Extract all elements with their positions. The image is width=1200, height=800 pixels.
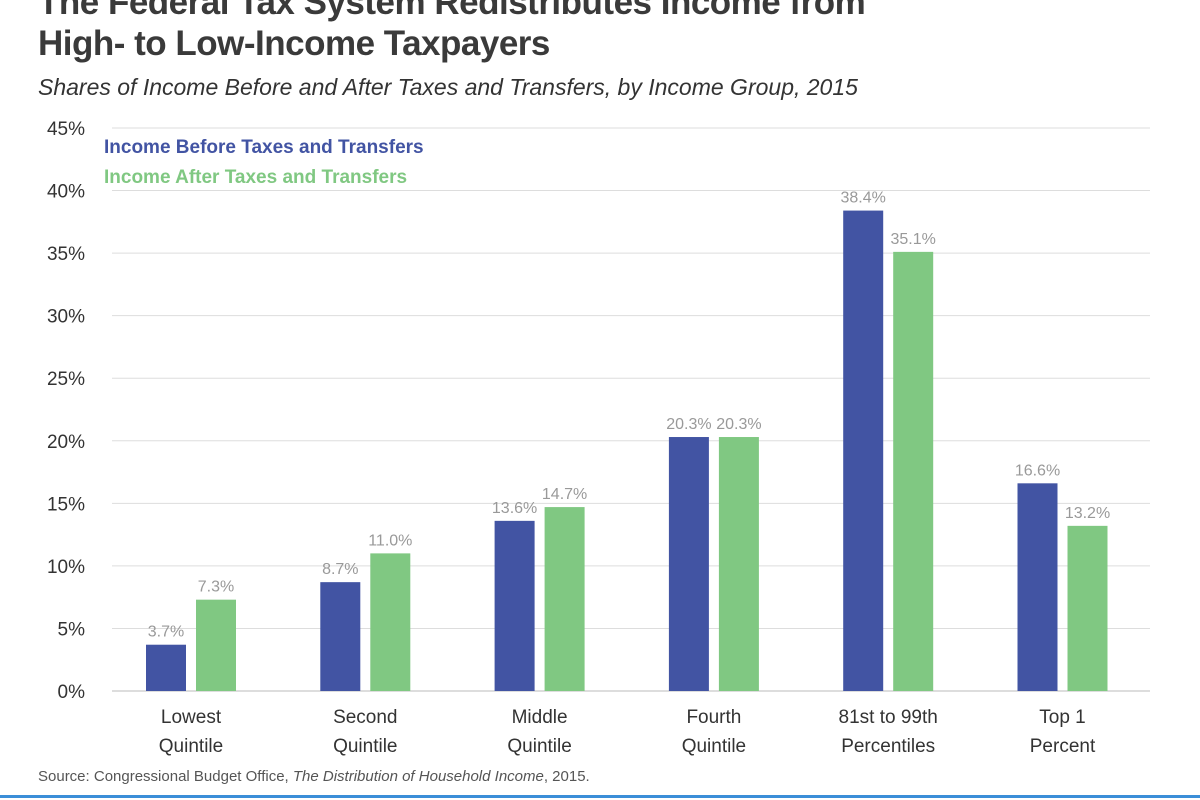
source-note: Source: Congressional Budget Office, The… [38, 768, 590, 785]
category-label: Second [333, 707, 397, 728]
y-tick-label: 35% [47, 244, 85, 265]
y-tick-label: 20% [47, 432, 85, 453]
title-line-1: The Federal Tax System Redistributes Inc… [38, 0, 866, 22]
bar [893, 251, 934, 692]
category-label: Quintile [159, 736, 223, 757]
source-suffix: , 2015. [543, 768, 590, 785]
title-line-2: High- to Low-Income Taxpayers [38, 24, 550, 63]
data-label: 3.7% [148, 624, 184, 641]
category-label: Percent [1030, 736, 1096, 757]
bar [843, 210, 884, 691]
category-label: Percentiles [841, 736, 935, 757]
y-tick-label: 10% [47, 557, 85, 578]
bar [320, 582, 361, 691]
bar [196, 599, 236, 691]
source-prefix: Source: Congressional Budget Office, [38, 768, 293, 785]
y-tick-label: 25% [47, 369, 85, 390]
data-label: 38.4% [841, 190, 886, 207]
data-label: 14.7% [542, 486, 587, 503]
bar [544, 507, 585, 691]
category-label: Middle [512, 707, 568, 728]
category-label: Quintile [682, 736, 746, 757]
y-tick-label: 40% [47, 182, 85, 203]
bottom-rule [0, 795, 1200, 798]
data-label: 13.6% [492, 500, 537, 517]
category-label: Fourth [686, 707, 741, 728]
data-label: 13.2% [1065, 505, 1110, 522]
chart-title: The Federal Tax System Redistributes Inc… [38, 0, 866, 64]
bar [1017, 483, 1058, 691]
source-title: The Distribution of Household Income [292, 768, 544, 785]
bar [370, 553, 411, 691]
legend-entry: Income Before Taxes and Transfers [104, 137, 424, 158]
bar [494, 520, 535, 691]
data-label: 8.7% [322, 561, 358, 578]
data-label: 20.3% [666, 416, 711, 433]
y-tick-label: 5% [58, 619, 86, 640]
bar [718, 437, 759, 691]
bar [1067, 525, 1108, 691]
y-tick-label: 15% [47, 494, 85, 515]
data-label: 20.3% [716, 416, 761, 433]
bar [146, 644, 186, 691]
y-tick-label: 45% [47, 119, 85, 140]
data-label: 35.1% [891, 231, 936, 248]
category-label: Quintile [507, 736, 571, 757]
data-label: 11.0% [368, 532, 412, 549]
data-label: 16.6% [1015, 462, 1060, 479]
y-tick-label: 30% [47, 307, 85, 328]
category-label: Lowest [161, 707, 222, 728]
category-label: 81st to 99th [839, 707, 938, 728]
legend-entry: Income After Taxes and Transfers [104, 167, 407, 188]
y-tick-label: 0% [58, 682, 86, 703]
bar [668, 437, 709, 691]
category-label: Quintile [333, 736, 397, 757]
data-label: 7.3% [198, 579, 234, 596]
chart-subtitle: Shares of Income Before and After Taxes … [38, 74, 858, 100]
category-label: Top 1 [1039, 707, 1085, 728]
